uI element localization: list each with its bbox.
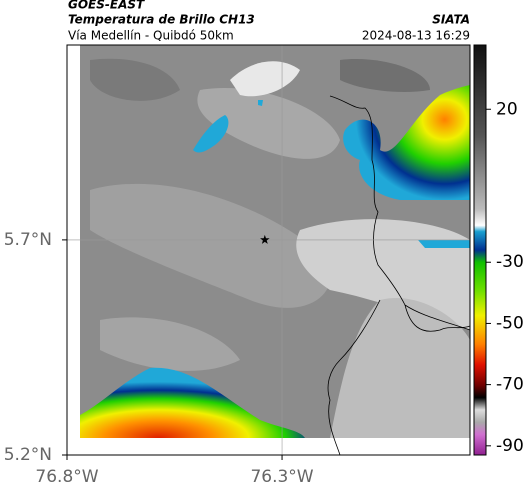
- source: SIATA: [432, 13, 470, 27]
- colorbar-tick-label: 20: [496, 99, 518, 119]
- lat-tick-label: 5.7°N: [4, 230, 52, 250]
- colorbar-tick-label: -70: [496, 375, 524, 395]
- location-marker: [260, 234, 270, 244]
- timestamp: 2024-08-13 16:29: [362, 29, 470, 43]
- subtitle: Vía Medellín - Quibdó 50km: [68, 29, 234, 43]
- colorbar-tick-label: -50: [496, 313, 524, 333]
- lon-tick-label: 76.3°W: [250, 467, 313, 487]
- colorbar: [473, 44, 487, 456]
- lat-tick-label: 5.2°N: [4, 445, 52, 465]
- title: Temperatura de Brillo CH13: [68, 13, 255, 27]
- colorbar-tick-label: -30: [496, 252, 524, 272]
- map-frame: [66, 44, 471, 456]
- product: GOES-EAST: [68, 0, 145, 12]
- map-image: [67, 45, 471, 456]
- colorbar-tick-label: -90: [496, 436, 524, 456]
- lon-tick-label: 76.8°W: [35, 467, 98, 487]
